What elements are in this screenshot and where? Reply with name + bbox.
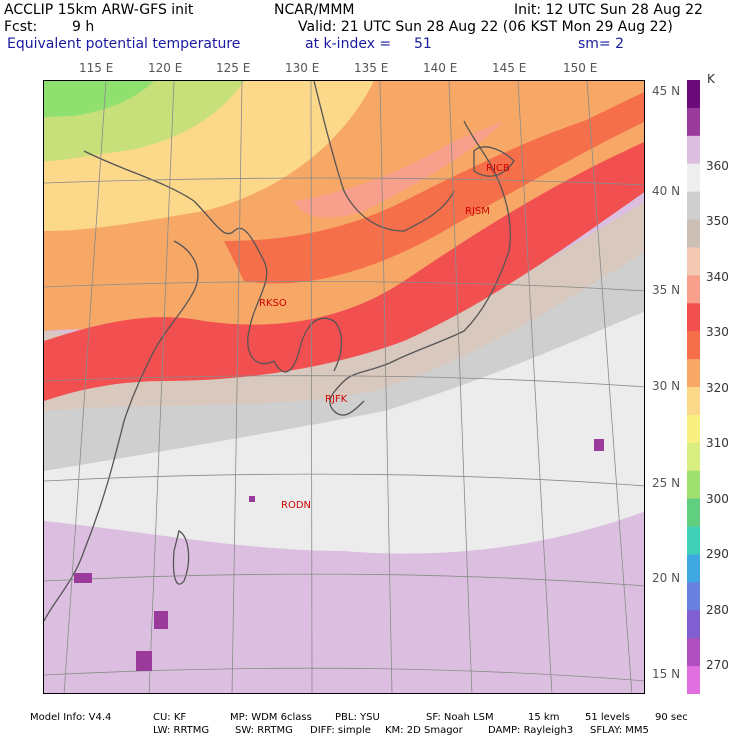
lat-label: 35 N [652, 283, 681, 297]
colorbar-segment [687, 275, 700, 304]
footer-item: SF: Noah LSM [426, 712, 494, 723]
colorbar-label: 300 [706, 492, 729, 506]
colorbar-segment [687, 582, 700, 611]
lon-label: 120 E [148, 61, 183, 75]
valid-time: Valid: 21 UTC Sun 28 Aug 22 (06 KST Mon … [298, 19, 673, 35]
forecast-hour: 9 h [72, 19, 95, 35]
colorbar-segment [687, 554, 700, 583]
colorbar-segment [687, 219, 700, 248]
footer-item: 90 sec [655, 712, 688, 723]
lon-label: 140 E [423, 61, 458, 75]
center-name: NCAR/MMM [274, 2, 355, 18]
footer-item: LW: RRTMG [153, 725, 210, 736]
map-panel: RJCB RJSM RKSO RJFK RODN [43, 80, 645, 694]
colorbar-label: 340 [706, 270, 729, 284]
smoothing-label: sm= 2 [578, 36, 625, 52]
lat-label: 30 N [652, 379, 681, 393]
level-label: at k-index = [305, 36, 392, 52]
colorbar-segment [687, 470, 700, 500]
colorbar-label: 360 [706, 159, 729, 173]
lon-label: 150 E [563, 61, 598, 75]
colorbar-segment [687, 414, 700, 444]
colorbar [687, 80, 700, 694]
footer-item: 51 levels [585, 712, 630, 723]
colorbar-label: 290 [706, 547, 729, 561]
station-label: RKSO [259, 298, 287, 309]
station-label: RODN [281, 500, 311, 511]
station-label: RJSM [465, 206, 490, 217]
colorbar-segment [687, 135, 700, 165]
equivalent-potential-temperature-field [44, 81, 644, 693]
colorbar-label: 330 [706, 325, 729, 339]
footer-item: DAMP: Rayleigh3 [488, 725, 574, 736]
colorbar-segment [687, 80, 700, 109]
colorbar-segment [687, 387, 700, 416]
forecast-label: Fcst: [4, 19, 38, 35]
lon-label: 130 E [285, 61, 320, 75]
colorbar-segment [687, 359, 700, 388]
colorbar-segment [687, 666, 700, 694]
colorbar-label: 280 [706, 603, 729, 617]
colorbar-segment [687, 442, 700, 472]
init-time: Init: 12 UTC Sun 28 Aug 22 [514, 2, 703, 18]
colorbar-segment [687, 163, 700, 193]
footer-item: Model Info: V4.4 [30, 712, 112, 723]
footer-item: KM: 2D Smagor [385, 725, 463, 736]
footer-item: SFLAY: MM5 [590, 725, 649, 736]
colorbar-label: 270 [706, 658, 729, 672]
model-title: ACCLIP 15km ARW-GFS init [4, 2, 194, 18]
lon-label: 135 E [354, 61, 389, 75]
lon-label: 145 E [492, 61, 527, 75]
field-name: Equivalent potential temperature [7, 36, 241, 52]
colorbar-segment [687, 303, 700, 332]
station-label: RJCB [486, 163, 510, 174]
colorbar-label: 310 [706, 436, 729, 450]
lon-label: 115 E [79, 61, 114, 75]
colorbar-segment [687, 331, 700, 360]
lat-label: 15 N [652, 667, 681, 681]
footer-item: PBL: YSU [335, 712, 380, 723]
lon-label: 125 E [216, 61, 251, 75]
footer-item: CU: KF [153, 712, 187, 723]
colorbar-segment [687, 107, 700, 137]
colorbar-segment [687, 191, 700, 221]
level-value: 51 [414, 36, 432, 52]
lat-label: 40 N [652, 184, 681, 198]
footer-item: DIFF: simple [310, 725, 371, 736]
colorbar-segment [687, 638, 700, 667]
colorbar-segment [687, 610, 700, 639]
colorbar-label: 320 [706, 381, 729, 395]
footer-item: SW: RRTMG [235, 725, 293, 736]
colorbar-label: 350 [706, 214, 729, 228]
footer-item: MP: WDM 6class [230, 712, 312, 723]
colorbar-segment [687, 247, 700, 276]
colorbar-segment [687, 498, 700, 528]
colorbar-unit: K [707, 72, 715, 86]
lat-label: 20 N [652, 571, 681, 585]
station-label: RJFK [325, 394, 348, 405]
lat-label: 25 N [652, 476, 681, 490]
footer-item: 15 km [528, 712, 560, 723]
colorbar-segment [687, 526, 700, 555]
lat-label: 45 N [652, 84, 681, 98]
